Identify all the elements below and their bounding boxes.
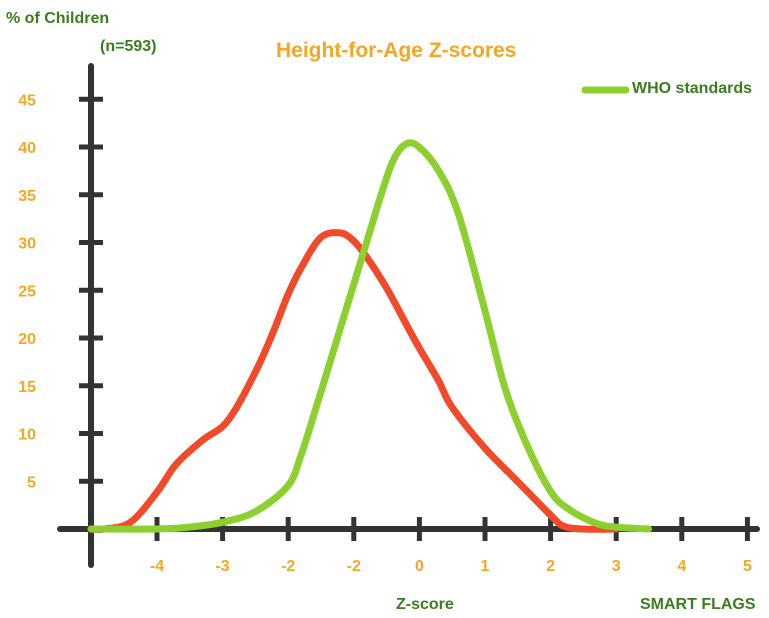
- x-tick-label: 4: [677, 558, 686, 575]
- x-tick-label: 2: [546, 558, 555, 575]
- series-layer: [87, 139, 653, 533]
- y-axis-label-line-2: (n=593): [100, 38, 157, 55]
- x-axis-label: Z-score: [396, 596, 454, 613]
- y-tick-label: 45: [18, 92, 36, 109]
- x-tick-label: -2: [347, 558, 361, 575]
- x-tick-label: -4: [150, 558, 164, 575]
- survey-distribution-line: [87, 229, 620, 533]
- who-standards-line: [87, 139, 653, 533]
- x-tick-label: -2: [281, 558, 295, 575]
- legend-label: WHO standards: [632, 80, 753, 97]
- y-tick-label: 35: [18, 188, 36, 205]
- y-tick-label: 20: [18, 331, 36, 348]
- y-axis-label-line-1: % of Children: [6, 10, 110, 27]
- x-tick-label: 3: [612, 558, 621, 575]
- y-tick-label: 15: [18, 379, 36, 396]
- x-tick-label: 5: [743, 558, 752, 575]
- chart-title: Height-for-Age Z-scores: [276, 39, 517, 62]
- y-tick-label: 10: [18, 427, 36, 444]
- x-tick-label: 0: [415, 558, 424, 575]
- x-tick-label: -3: [215, 558, 229, 575]
- y-tick-label: 25: [18, 283, 36, 300]
- y-tick-label: 40: [18, 140, 36, 157]
- smart-flags-label: SMART FLAGS: [640, 596, 756, 613]
- ticks-layer: [79, 96, 750, 541]
- x-tick-label: 1: [481, 558, 490, 575]
- y-tick-label: 30: [18, 236, 36, 253]
- y-tick-label: 5: [27, 474, 36, 491]
